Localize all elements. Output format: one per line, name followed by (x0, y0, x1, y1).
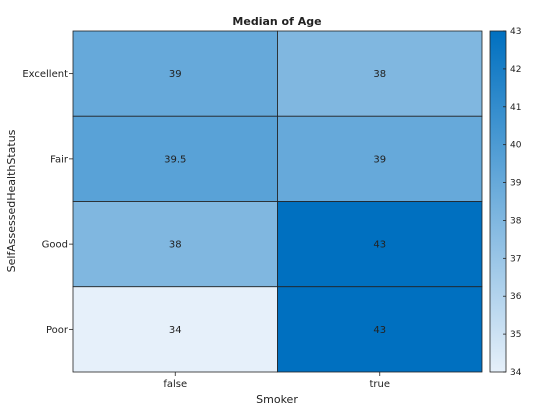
cell-value-label: 38 (373, 69, 386, 80)
colorbar-tick-label: 37 (510, 254, 521, 264)
heatmap-cell (277, 30, 483, 117)
colorbar-ticks: 34 35 36 37 38 39 40 41 42 43 (503, 27, 522, 378)
cell-value-label: 34 (169, 325, 182, 336)
x-tick-labels: false true (163, 372, 390, 390)
cell-value-label: 39 (373, 154, 386, 165)
cell-value-label: 39 (169, 69, 182, 80)
heatmap-cell (72, 201, 278, 288)
cell-value-label: 43 (373, 240, 386, 251)
colorbar (489, 30, 507, 373)
y-tick-label: Excellent (22, 69, 68, 80)
heatmap-cell (72, 286, 278, 373)
cell-value-label: 39.5 (164, 154, 186, 165)
heatmap-cell (277, 115, 483, 202)
heatmap-cell (277, 201, 483, 288)
y-tick-label: Fair (50, 154, 69, 165)
colorbar-tick-label: 34 (510, 368, 522, 378)
colorbar-tick-label: 39 (510, 179, 522, 189)
cell-value-label: 43 (373, 325, 386, 336)
colorbar-tick-label: 40 (510, 141, 522, 151)
y-tick-label: Poor (46, 325, 69, 336)
x-tick-label: false (163, 379, 187, 390)
heatmap-cell (72, 115, 278, 202)
heatmap-cell (277, 286, 483, 373)
y-tick-labels: Excellent Fair Good Poor (22, 69, 73, 336)
heatmap-cell (72, 30, 278, 117)
x-tick-label: true (369, 379, 390, 390)
colorbar-tick-label: 41 (510, 103, 521, 113)
y-axis-label: SelfAssessedHealthStatus (5, 129, 18, 272)
colorbar-tick-label: 36 (510, 292, 522, 302)
colorbar-tick-label: 38 (510, 216, 522, 226)
colorbar-tick-label: 35 (510, 330, 521, 340)
x-axis-label: Smoker (256, 393, 298, 406)
colorbar-tick-label: 42 (510, 65, 521, 75)
chart-title: Median of Age (232, 15, 321, 28)
colorbar-tick-label: 43 (510, 27, 521, 37)
heatmap-cells: 39 38 39.5 39 38 43 34 43 (72, 30, 483, 373)
y-tick-label: Good (42, 240, 68, 251)
cell-value-label: 38 (169, 240, 182, 251)
